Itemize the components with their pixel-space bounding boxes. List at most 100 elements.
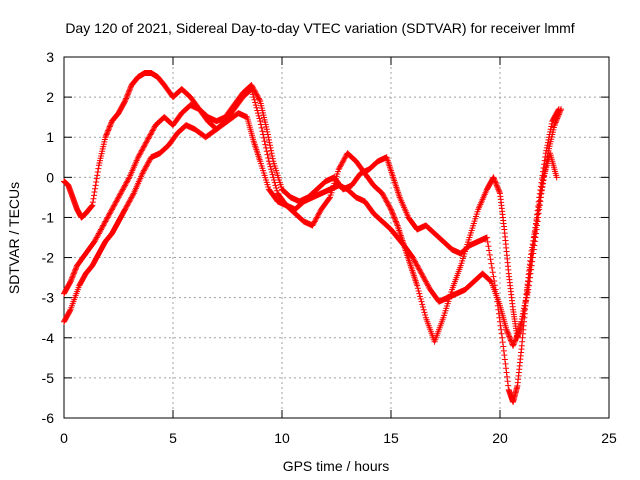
data-point	[148, 130, 155, 137]
data-point	[127, 84, 134, 91]
data-point	[385, 201, 392, 208]
data-point	[266, 139, 273, 146]
data-point	[140, 143, 147, 150]
y-tick-label: -4	[42, 330, 55, 346]
data-point	[536, 197, 543, 204]
data-point	[495, 310, 502, 317]
data-point	[70, 271, 77, 278]
data-point	[335, 166, 342, 173]
data-point	[380, 193, 387, 200]
data-point	[105, 126, 112, 133]
data-point	[503, 369, 510, 376]
data-point	[103, 215, 110, 222]
data-point	[314, 213, 321, 220]
data-point	[489, 264, 496, 271]
data-point	[124, 202, 131, 209]
data-point	[125, 88, 132, 95]
data-point	[89, 202, 96, 209]
data-point	[556, 108, 563, 115]
data-point	[539, 181, 546, 188]
data-point	[260, 134, 267, 141]
x-tick-label: 20	[492, 430, 508, 446]
data-point	[556, 110, 563, 117]
data-point	[421, 275, 428, 282]
y-tick-label: -1	[42, 209, 55, 225]
data-point	[127, 197, 134, 204]
data-point	[252, 99, 259, 106]
data-point	[558, 106, 565, 113]
data-point	[141, 166, 148, 173]
data-point	[381, 194, 388, 201]
data-point	[145, 159, 152, 166]
data-point	[380, 191, 387, 198]
data-point	[250, 86, 257, 93]
data-point	[92, 237, 99, 244]
y-axis-ticks: -6 -5 -4 -3 -2 -1 0 1 2 3	[42, 49, 609, 426]
data-point	[491, 282, 498, 289]
data-point	[529, 244, 536, 251]
data-point	[532, 224, 539, 231]
data-point	[249, 83, 256, 90]
data-point	[130, 191, 137, 198]
data-point	[100, 222, 107, 229]
data-point	[267, 163, 274, 170]
data-point	[315, 211, 322, 218]
data-point	[338, 160, 345, 167]
data-point	[532, 221, 539, 228]
data-point	[493, 290, 500, 297]
data-point	[106, 210, 113, 217]
data-point	[71, 267, 78, 274]
data-point	[390, 211, 397, 218]
data-point	[143, 138, 150, 145]
data-point	[124, 91, 131, 98]
chart-title: Day 120 of 2021, Sidereal Day-to-day VTE…	[65, 20, 574, 36]
data-point	[553, 118, 560, 125]
data-point	[129, 193, 136, 200]
data-point	[339, 159, 346, 166]
data-point	[97, 227, 104, 234]
data-point	[68, 277, 75, 284]
x-tick-label: 15	[383, 430, 399, 446]
data-point	[149, 127, 156, 134]
data-point	[422, 278, 429, 285]
data-point	[388, 207, 395, 214]
data-point	[413, 261, 420, 268]
data-point	[486, 251, 493, 258]
data-point	[535, 207, 542, 214]
data-point	[256, 115, 263, 122]
data-point	[90, 192, 97, 199]
data-point	[326, 195, 333, 202]
data-point	[493, 294, 500, 301]
data-point	[417, 296, 424, 303]
data-point	[119, 187, 126, 194]
data-point	[553, 174, 560, 181]
data-point	[555, 112, 562, 119]
data-point	[122, 206, 129, 213]
data-point	[268, 166, 275, 173]
data-point	[140, 144, 147, 151]
data-point	[414, 282, 421, 289]
data-point	[253, 91, 260, 98]
data-point	[311, 218, 318, 225]
data-point	[143, 139, 150, 146]
data-point	[255, 112, 262, 119]
data-point	[143, 162, 150, 169]
data-point	[126, 87, 133, 94]
data-point	[538, 184, 545, 191]
data-point	[264, 128, 271, 135]
data-point	[126, 198, 133, 205]
data-point	[119, 186, 126, 193]
data-point	[551, 122, 558, 129]
data-point	[422, 312, 429, 319]
data-point	[386, 203, 393, 210]
data-point	[538, 187, 545, 194]
data-point	[419, 304, 426, 311]
data-point	[557, 107, 564, 114]
data-point	[141, 142, 148, 149]
data-point	[88, 203, 95, 210]
data-point	[389, 210, 396, 217]
data-point	[411, 257, 418, 264]
data-point	[393, 219, 400, 226]
data-point	[536, 201, 543, 208]
